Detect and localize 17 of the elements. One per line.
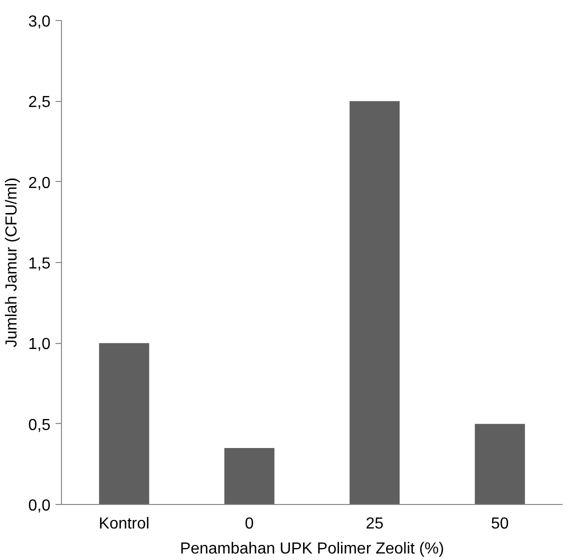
y-tick-label: 1,5 (28, 256, 51, 272)
bar (224, 448, 274, 504)
x-tick-label: Kontrol (98, 516, 150, 532)
x-axis-title: Penambahan UPK Polimer Zeolit (%) (180, 540, 444, 558)
bar (474, 424, 525, 504)
y-tick-label: 1,0 (28, 336, 51, 354)
y-axis-title: Jumlah Jamur (CFU/ml) (3, 178, 20, 348)
x-tick-label: 25 (366, 516, 384, 532)
bar (99, 343, 150, 504)
y-tick-label: 2,5 (28, 94, 51, 112)
x-tick-label: 50 (490, 516, 509, 532)
y-tick-label: 0,5 (28, 416, 51, 434)
y-tick-label: 2,0 (28, 174, 51, 192)
bar (350, 101, 400, 504)
y-tick-label: 3,0 (28, 14, 51, 30)
y-tick-label: 0,0 (28, 498, 51, 514)
x-tick-label: 0 (244, 516, 254, 532)
